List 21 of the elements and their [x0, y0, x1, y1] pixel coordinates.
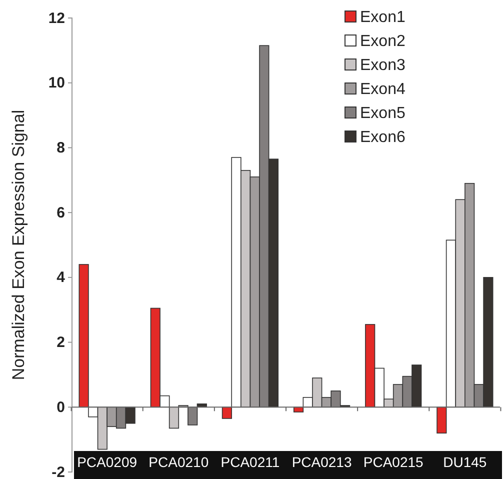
- y-tick-label: 0: [56, 398, 65, 416]
- y-tick-label: 2: [56, 334, 65, 352]
- legend-label: Exon6: [360, 129, 406, 146]
- x-tick-label: DU145: [443, 454, 487, 470]
- x-tick-label: PCA0213: [292, 454, 352, 470]
- legend-label: Exon5: [360, 105, 406, 122]
- legend-label: Exon1: [360, 9, 406, 26]
- x-tick-label: PCA0215: [363, 454, 424, 470]
- x-tick-label: PCA0209: [77, 454, 138, 470]
- y-tick-label: -2: [52, 464, 65, 479]
- x-tick-label: PCA0211: [220, 454, 280, 470]
- legend-label: Exon3: [360, 57, 406, 74]
- y-axis-title: Normalized Exon Expression Signal: [9, 110, 28, 380]
- y-tick-label: 4: [56, 269, 66, 286]
- y-tick-label: 10: [48, 74, 65, 92]
- x-tick-label: PCA0210: [148, 454, 209, 470]
- legend-label: Exon2: [360, 33, 406, 50]
- y-tick-label: 6: [56, 204, 65, 222]
- legend-label: Exon4: [360, 81, 406, 98]
- y-tick-label: 12: [48, 10, 65, 27]
- y-tick-label: 8: [56, 140, 65, 157]
